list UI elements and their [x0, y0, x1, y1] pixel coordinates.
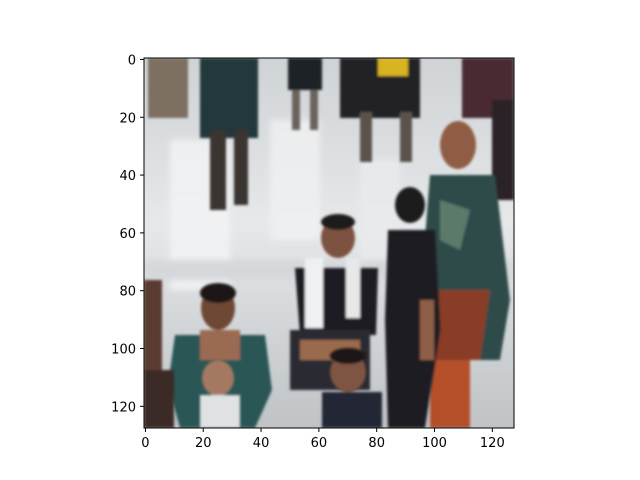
y-axis: 0 20 40 60 80 100 120 [111, 53, 144, 415]
x-tick-label: 120 [480, 436, 505, 451]
y-tick-label: 60 [119, 227, 136, 242]
y-tick-label: 80 [119, 285, 136, 300]
x-axis: 0 20 40 60 80 100 120 [141, 428, 505, 451]
y-tick-label: 100 [111, 343, 136, 358]
y-tick-label: 40 [119, 169, 136, 184]
x-tick-label: 0 [141, 436, 149, 451]
x-tick-label: 20 [195, 436, 212, 451]
y-tick-label: 0 [128, 53, 136, 68]
x-tick-label: 40 [253, 436, 270, 451]
x-tick-label: 60 [311, 436, 328, 451]
plot-frame [143, 57, 515, 429]
y-tick-label: 20 [119, 111, 136, 126]
y-tick-label: 120 [111, 400, 136, 415]
x-tick-label: 100 [422, 436, 447, 451]
x-tick-label: 80 [368, 436, 385, 451]
crowd-photo [144, 58, 514, 428]
